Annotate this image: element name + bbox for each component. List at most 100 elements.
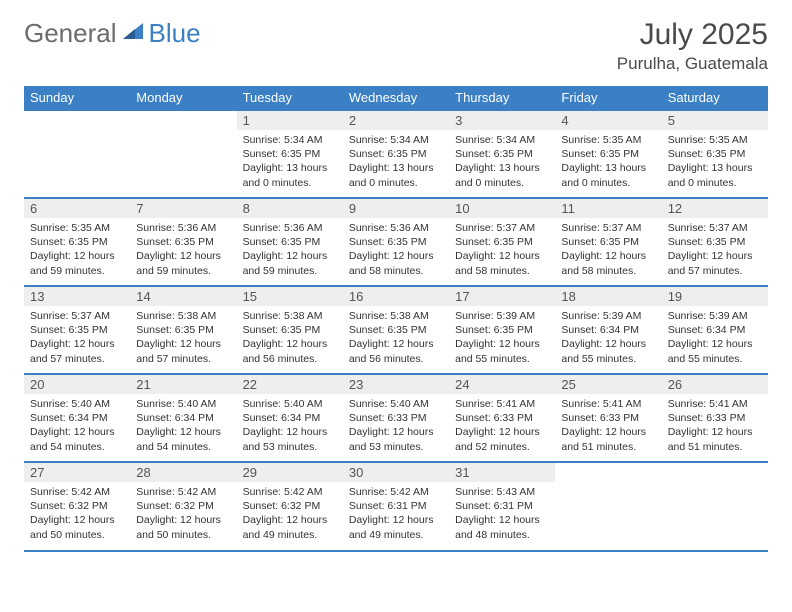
sunrise-text: Sunrise: 5:36 AM — [243, 221, 337, 235]
sunrise-text: Sunrise: 5:42 AM — [30, 485, 124, 499]
day-details: Sunrise: 5:36 AMSunset: 6:35 PMDaylight:… — [130, 218, 236, 282]
sunset-text: Sunset: 6:35 PM — [136, 235, 230, 249]
sunrise-text: Sunrise: 5:37 AM — [668, 221, 762, 235]
daylight-text-2: and 55 minutes. — [561, 352, 655, 366]
calendar-day-cell: 24Sunrise: 5:41 AMSunset: 6:33 PMDayligh… — [449, 374, 555, 462]
daylight-text-1: Daylight: 13 hours — [349, 161, 443, 175]
weekday-header-row: Sunday Monday Tuesday Wednesday Thursday… — [24, 86, 768, 110]
day-number: 22 — [237, 375, 343, 394]
weekday-saturday: Saturday — [662, 86, 768, 110]
sunset-text: Sunset: 6:35 PM — [30, 235, 124, 249]
daylight-text-1: Daylight: 12 hours — [668, 249, 762, 263]
calendar-day-cell: 22Sunrise: 5:40 AMSunset: 6:34 PMDayligh… — [237, 374, 343, 462]
sunrise-text: Sunrise: 5:38 AM — [349, 309, 443, 323]
day-number: 6 — [24, 199, 130, 218]
daylight-text-2: and 0 minutes. — [561, 176, 655, 190]
sunrise-text: Sunrise: 5:36 AM — [349, 221, 443, 235]
daylight-text-2: and 55 minutes. — [455, 352, 549, 366]
sunset-text: Sunset: 6:31 PM — [349, 499, 443, 513]
sunset-text: Sunset: 6:35 PM — [349, 235, 443, 249]
daylight-text-1: Daylight: 12 hours — [455, 337, 549, 351]
daylight-text-2: and 52 minutes. — [455, 440, 549, 454]
calendar-day-cell: 19Sunrise: 5:39 AMSunset: 6:34 PMDayligh… — [662, 286, 768, 374]
sunrise-text: Sunrise: 5:41 AM — [561, 397, 655, 411]
day-details: Sunrise: 5:39 AMSunset: 6:34 PMDaylight:… — [555, 306, 661, 370]
day-details: Sunrise: 5:39 AMSunset: 6:34 PMDaylight:… — [662, 306, 768, 370]
calendar-day-cell: 14Sunrise: 5:38 AMSunset: 6:35 PMDayligh… — [130, 286, 236, 374]
day-number: 1 — [237, 111, 343, 130]
daylight-text-2: and 0 minutes. — [349, 176, 443, 190]
sunrise-text: Sunrise: 5:39 AM — [668, 309, 762, 323]
sunrise-text: Sunrise: 5:34 AM — [349, 133, 443, 147]
sunrise-text: Sunrise: 5:41 AM — [668, 397, 762, 411]
sunset-text: Sunset: 6:33 PM — [455, 411, 549, 425]
day-number: 27 — [24, 463, 130, 482]
day-number: 17 — [449, 287, 555, 306]
day-details: Sunrise: 5:40 AMSunset: 6:33 PMDaylight:… — [343, 394, 449, 458]
daylight-text-2: and 54 minutes. — [136, 440, 230, 454]
day-details: Sunrise: 5:36 AMSunset: 6:35 PMDaylight:… — [237, 218, 343, 282]
daylight-text-2: and 50 minutes. — [136, 528, 230, 542]
sunrise-text: Sunrise: 5:37 AM — [30, 309, 124, 323]
daylight-text-2: and 51 minutes. — [668, 440, 762, 454]
sunrise-text: Sunrise: 5:42 AM — [136, 485, 230, 499]
calendar-day-cell: 21Sunrise: 5:40 AMSunset: 6:34 PMDayligh… — [130, 374, 236, 462]
calendar-empty-cell — [555, 462, 661, 550]
day-number: 16 — [343, 287, 449, 306]
daylight-text-2: and 53 minutes. — [243, 440, 337, 454]
calendar-week-row: 1Sunrise: 5:34 AMSunset: 6:35 PMDaylight… — [24, 110, 768, 198]
daylight-text-1: Daylight: 12 hours — [455, 249, 549, 263]
daylight-text-2: and 58 minutes. — [561, 264, 655, 278]
day-details: Sunrise: 5:39 AMSunset: 6:35 PMDaylight:… — [449, 306, 555, 370]
sunrise-text: Sunrise: 5:39 AM — [561, 309, 655, 323]
sunset-text: Sunset: 6:35 PM — [349, 147, 443, 161]
calendar-day-cell: 27Sunrise: 5:42 AMSunset: 6:32 PMDayligh… — [24, 462, 130, 550]
day-number: 28 — [130, 463, 236, 482]
daylight-text-1: Daylight: 13 hours — [668, 161, 762, 175]
sunset-text: Sunset: 6:35 PM — [243, 147, 337, 161]
sunset-text: Sunset: 6:34 PM — [136, 411, 230, 425]
calendar-empty-cell — [130, 110, 236, 198]
day-details: Sunrise: 5:35 AMSunset: 6:35 PMDaylight:… — [24, 218, 130, 282]
day-details: Sunrise: 5:35 AMSunset: 6:35 PMDaylight:… — [555, 130, 661, 194]
calendar-day-cell: 18Sunrise: 5:39 AMSunset: 6:34 PMDayligh… — [555, 286, 661, 374]
daylight-text-1: Daylight: 12 hours — [136, 249, 230, 263]
sunrise-text: Sunrise: 5:43 AM — [455, 485, 549, 499]
day-number: 15 — [237, 287, 343, 306]
sunset-text: Sunset: 6:34 PM — [668, 323, 762, 337]
sunset-text: Sunset: 6:32 PM — [136, 499, 230, 513]
calendar-week-row: 27Sunrise: 5:42 AMSunset: 6:32 PMDayligh… — [24, 462, 768, 550]
day-details: Sunrise: 5:37 AMSunset: 6:35 PMDaylight:… — [555, 218, 661, 282]
sunrise-text: Sunrise: 5:37 AM — [561, 221, 655, 235]
calendar-empty-cell — [24, 110, 130, 198]
daylight-text-2: and 58 minutes. — [455, 264, 549, 278]
calendar-day-cell: 4Sunrise: 5:35 AMSunset: 6:35 PMDaylight… — [555, 110, 661, 198]
day-number: 3 — [449, 111, 555, 130]
daylight-text-2: and 51 minutes. — [561, 440, 655, 454]
daylight-text-1: Daylight: 12 hours — [243, 425, 337, 439]
sunrise-text: Sunrise: 5:39 AM — [455, 309, 549, 323]
daylight-text-1: Daylight: 12 hours — [349, 337, 443, 351]
calendar-day-cell: 13Sunrise: 5:37 AMSunset: 6:35 PMDayligh… — [24, 286, 130, 374]
sunset-text: Sunset: 6:32 PM — [30, 499, 124, 513]
logo-text-blue: Blue — [149, 18, 201, 49]
daylight-text-1: Daylight: 12 hours — [668, 425, 762, 439]
logo-sail-icon — [121, 21, 145, 46]
daylight-text-2: and 59 minutes. — [243, 264, 337, 278]
day-details: Sunrise: 5:34 AMSunset: 6:35 PMDaylight:… — [449, 130, 555, 194]
day-details: Sunrise: 5:37 AMSunset: 6:35 PMDaylight:… — [449, 218, 555, 282]
daylight-text-1: Daylight: 12 hours — [668, 337, 762, 351]
sunset-text: Sunset: 6:35 PM — [455, 323, 549, 337]
logo-text-general: General — [24, 18, 117, 49]
day-details: Sunrise: 5:38 AMSunset: 6:35 PMDaylight:… — [237, 306, 343, 370]
calendar-day-cell: 28Sunrise: 5:42 AMSunset: 6:32 PMDayligh… — [130, 462, 236, 550]
daylight-text-2: and 48 minutes. — [455, 528, 549, 542]
day-number: 7 — [130, 199, 236, 218]
sunset-text: Sunset: 6:35 PM — [136, 323, 230, 337]
daylight-text-1: Daylight: 12 hours — [243, 249, 337, 263]
sunrise-text: Sunrise: 5:34 AM — [243, 133, 337, 147]
bottom-rule — [24, 550, 768, 552]
sunset-text: Sunset: 6:35 PM — [455, 147, 549, 161]
calendar-day-cell: 31Sunrise: 5:43 AMSunset: 6:31 PMDayligh… — [449, 462, 555, 550]
calendar-week-row: 13Sunrise: 5:37 AMSunset: 6:35 PMDayligh… — [24, 286, 768, 374]
